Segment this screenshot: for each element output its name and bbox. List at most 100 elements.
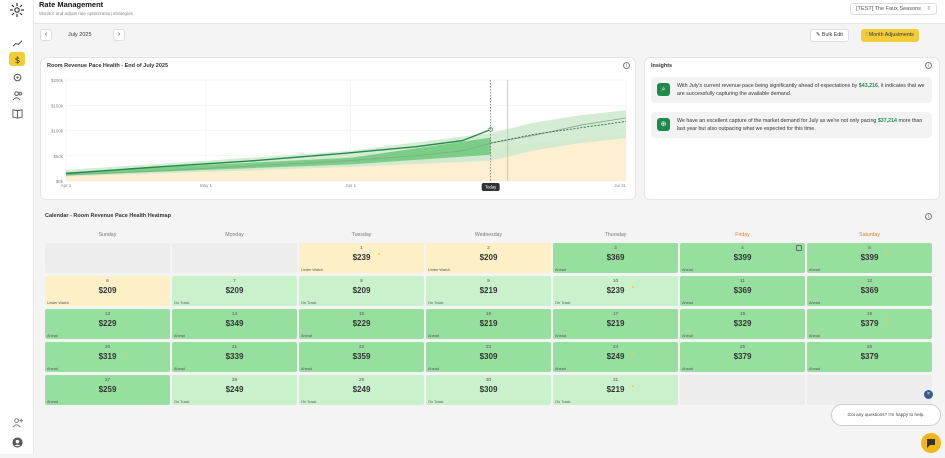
calendar-day-17[interactable]: 17 $219 Ahead bbox=[553, 309, 678, 339]
chat-close-button[interactable]: × bbox=[924, 390, 933, 399]
prev-month-button[interactable]: ‹ bbox=[40, 29, 52, 41]
app-logo-icon[interactable] bbox=[9, 2, 25, 18]
calendar-day-5[interactable]: 5 $399 Ahead bbox=[807, 243, 932, 273]
day-number: 3 bbox=[614, 246, 617, 251]
calendar-day-26[interactable]: 26 $379 Ahead bbox=[807, 342, 932, 372]
day-number: 14 bbox=[231, 312, 238, 317]
calendar-day-4[interactable]: 4 $399 Ahead bbox=[680, 243, 805, 273]
day-number: 26 bbox=[866, 345, 873, 350]
toolbar: ‹ July 2025 › ✎ Bulk Edit ⫶ Month Adjust… bbox=[40, 29, 940, 43]
day-number: 25 bbox=[739, 345, 746, 350]
info-icon[interactable]: i bbox=[925, 213, 932, 220]
calendar-day-16[interactable]: 16 $219 Ahead bbox=[426, 309, 551, 339]
calendar-day-8[interactable]: 8 $209 On Track bbox=[299, 276, 424, 306]
calendar-day-31[interactable]: 31 $219 On Track bbox=[553, 375, 678, 405]
month-adjustments-button[interactable]: ⫶ Month Adjustments bbox=[861, 29, 919, 42]
calendar-day-10[interactable]: 10 $239 On Track bbox=[553, 276, 678, 306]
day-rate: $319 bbox=[98, 352, 117, 361]
day-number: 22 bbox=[358, 345, 365, 350]
bulk-edit-button[interactable]: ✎ Bulk Edit bbox=[810, 29, 849, 42]
sidebar-item-trends[interactable] bbox=[9, 36, 25, 50]
calendar-day-18[interactable]: 18 $329 Ahead bbox=[680, 309, 805, 339]
calendar-day-19[interactable]: 19 $379 Ahead bbox=[807, 309, 932, 339]
day-number: 6 bbox=[106, 279, 109, 284]
calendar-title: Calendar - Room Revenue Pace Health Heat… bbox=[45, 213, 171, 219]
calendar-lock-icon[interactable] bbox=[796, 245, 802, 251]
info-icon[interactable]: i bbox=[623, 62, 630, 69]
day-rate: $219 bbox=[479, 319, 498, 328]
x-tick-label: Jun 1 bbox=[345, 183, 356, 188]
day-number: 1 bbox=[360, 246, 363, 251]
day-number: 16 bbox=[485, 312, 492, 317]
calendar-day-2[interactable]: 2 $209 Under Watch bbox=[426, 243, 551, 273]
day-status: Ahead bbox=[47, 334, 58, 338]
calendar-day-14[interactable]: 14 $349 Ahead bbox=[172, 309, 297, 339]
month-adjustments-label: Month Adjustments bbox=[868, 32, 914, 38]
calendar-day-7[interactable]: 7 $209 On Track bbox=[172, 276, 297, 306]
day-status: Under Watch bbox=[428, 268, 451, 272]
calendar-day-21[interactable]: 21 $339 Ahead bbox=[172, 342, 297, 372]
hotel-select[interactable]: [TEST] The Faux Seasons ⇕ bbox=[850, 3, 937, 15]
calendar-day-9[interactable]: 9 $219 On Track bbox=[426, 276, 551, 306]
day-status: On Track bbox=[555, 400, 571, 404]
day-rate: $239 bbox=[352, 253, 371, 262]
day-status: Ahead bbox=[809, 334, 820, 338]
chat-button[interactable] bbox=[921, 433, 941, 453]
day-status: Ahead bbox=[682, 334, 693, 338]
sliders-icon: ⫶ bbox=[866, 32, 869, 38]
sidebar-item-profile[interactable] bbox=[9, 435, 25, 449]
calendar-day-29[interactable]: 29 $249 On Track bbox=[299, 375, 424, 405]
calendar-day-12[interactable]: 12 $369 Ahead bbox=[807, 276, 932, 306]
day-status: On Track bbox=[555, 301, 571, 305]
info-icon[interactable]: i bbox=[925, 62, 932, 69]
calendar-day-28[interactable]: 28 $249 On Track bbox=[172, 375, 297, 405]
calendar-day-15[interactable]: 15 $229 Ahead bbox=[299, 309, 424, 339]
x-tick-label: Jul 31 bbox=[614, 183, 626, 188]
sidebar-item-settings[interactable] bbox=[9, 70, 25, 84]
gear-icon bbox=[13, 73, 21, 81]
weekday-friday: Friday bbox=[735, 232, 750, 238]
day-status: Ahead bbox=[174, 334, 185, 338]
sidebar-item-docs[interactable] bbox=[9, 106, 25, 120]
day-rate: $379 bbox=[860, 319, 879, 328]
month-label: July 2025 bbox=[68, 32, 92, 38]
calendar-day-30[interactable]: 30 $309 On Track bbox=[426, 375, 551, 405]
rate-change-dot bbox=[124, 352, 126, 354]
series-line-2 bbox=[65, 128, 491, 175]
day-rate: $379 bbox=[860, 352, 879, 361]
day-rate: $399 bbox=[860, 253, 879, 262]
series-line-3 bbox=[490, 120, 627, 144]
calendar-day-23[interactable]: 23 $309 Ahead bbox=[426, 342, 551, 372]
calendar-day-13[interactable]: 13 $229 Ahead bbox=[45, 309, 170, 339]
day-number: 27 bbox=[104, 378, 111, 383]
day-rate: $239 bbox=[606, 286, 625, 295]
sidebar-item-rates[interactable]: $ bbox=[9, 52, 25, 66]
dollar-icon: $ bbox=[14, 55, 20, 65]
day-status: Ahead bbox=[301, 367, 312, 371]
weekday-wednesday: Wednesday bbox=[474, 232, 503, 238]
calendar-day-20[interactable]: 20 $319 Ahead bbox=[45, 342, 170, 372]
calendar-day-6[interactable]: 6 $209 Under Watch bbox=[45, 276, 170, 306]
page-title: Rate Management bbox=[39, 0, 104, 9]
day-number: 29 bbox=[358, 378, 365, 383]
sidebar-item-invite[interactable] bbox=[9, 415, 25, 429]
calendar-day-27[interactable]: 27 $259 Ahead bbox=[45, 375, 170, 405]
x-tick-label: Apr 1 bbox=[61, 183, 72, 188]
add-user-icon bbox=[12, 417, 23, 427]
day-rate: $349 bbox=[225, 319, 244, 328]
sidebar-item-users[interactable] bbox=[9, 88, 25, 102]
day-rate: $369 bbox=[733, 286, 752, 295]
day-rate: $339 bbox=[225, 352, 244, 361]
y-tick-label: $100k bbox=[51, 129, 64, 134]
calendar-day-11[interactable]: 11 $369 Ahead bbox=[680, 276, 805, 306]
calendar-day-22[interactable]: 22 $359 Ahead bbox=[299, 342, 424, 372]
calendar-day-1[interactable]: 1 $239 Under Watch bbox=[299, 243, 424, 273]
day-status: Under Watch bbox=[301, 268, 324, 272]
calendar-day-3[interactable]: 3 $369 Ahead bbox=[553, 243, 678, 273]
chat-bubble[interactable]: Got any questions? I'm happy to help. bbox=[831, 404, 941, 426]
next-month-button[interactable]: › bbox=[113, 29, 125, 41]
day-status: On Track bbox=[428, 400, 444, 404]
calendar-day-24[interactable]: 24 $249 Ahead bbox=[553, 342, 678, 372]
calendar-day-25[interactable]: 25 $379 Ahead bbox=[680, 342, 805, 372]
day-rate: $209 bbox=[98, 286, 117, 295]
